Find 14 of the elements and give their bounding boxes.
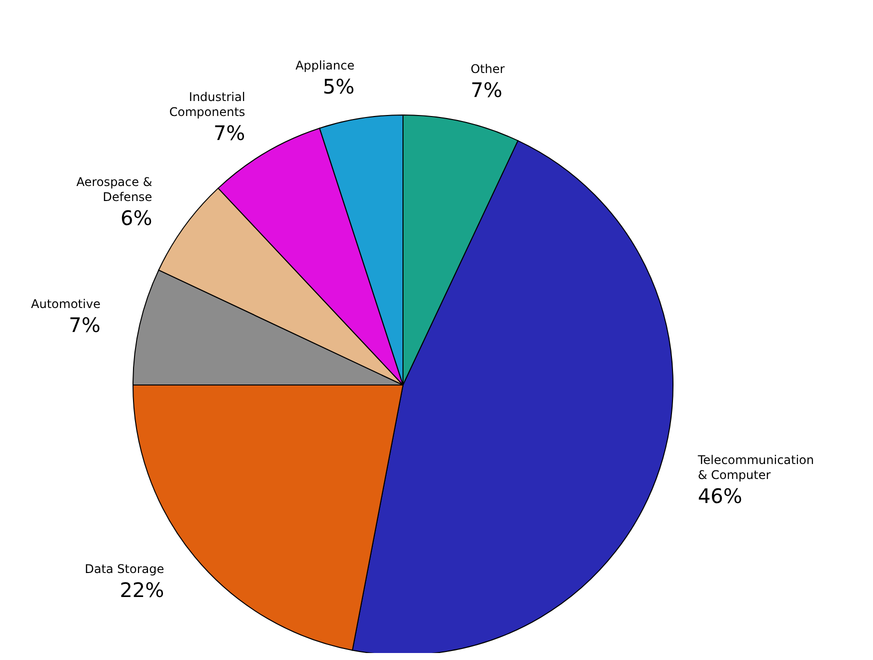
- data-label: 22%: [120, 578, 164, 602]
- data-label: 5%: [322, 74, 355, 98]
- slice-label: Automotive: [31, 296, 100, 311]
- data-label: 7%: [470, 78, 502, 102]
- slice-label: Data Storage: [84, 562, 164, 576]
- slice-label: Industrial Components: [169, 90, 246, 120]
- data-label: 7%: [68, 312, 100, 337]
- slice-label: Appliance: [295, 58, 355, 72]
- slice-label: Other: [470, 62, 505, 76]
- slice-label: Aerospace & Defense: [76, 174, 152, 204]
- slice-label: Telecommunication & Computer: [696, 452, 814, 482]
- data-label: 7%: [213, 121, 246, 146]
- data-label: 6%: [120, 206, 152, 230]
- data-label: 46%: [698, 484, 742, 508]
